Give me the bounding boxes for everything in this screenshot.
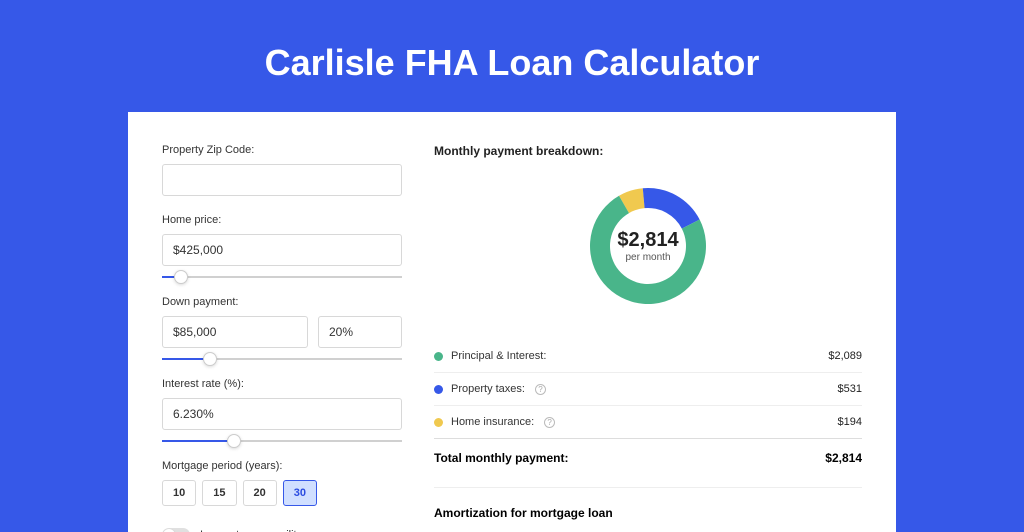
period-button-10[interactable]: 10 <box>162 480 196 506</box>
period-button-20[interactable]: 20 <box>243 480 277 506</box>
breakdown-column: Monthly payment breakdown: $2,814 per mo… <box>434 144 862 532</box>
home-price-label: Home price: <box>162 214 402 226</box>
total-label: Total monthly payment: <box>434 451 568 465</box>
period-button-15[interactable]: 15 <box>202 480 236 506</box>
down-payment-pct-input[interactable] <box>318 316 402 348</box>
legend-dot <box>434 418 443 427</box>
total-value: $2,814 <box>825 451 862 465</box>
legend-row: Home insurance:? $194 <box>434 406 862 439</box>
inputs-column: Property Zip Code: Home price: Down paym… <box>162 144 402 532</box>
legend-row: Principal & Interest: $2,089 <box>434 340 862 373</box>
interest-rate-label: Interest rate (%): <box>162 378 402 390</box>
info-icon[interactable]: ? <box>544 417 555 428</box>
home-price-input[interactable] <box>162 234 402 266</box>
zip-label: Property Zip Code: <box>162 144 402 156</box>
legend-label: Principal & Interest: <box>451 350 546 362</box>
down-payment-label: Down payment: <box>162 296 402 308</box>
amortization-title: Amortization for mortgage loan <box>434 487 862 520</box>
breakdown-title: Monthly payment breakdown: <box>434 144 862 158</box>
zip-input[interactable] <box>162 164 402 196</box>
donut-amount: $2,814 <box>617 229 678 252</box>
legend-value: $531 <box>838 383 862 395</box>
legend-dot <box>434 385 443 394</box>
interest-rate-input[interactable] <box>162 398 402 430</box>
legend-value: $2,089 <box>828 350 862 362</box>
veteran-toggle[interactable] <box>162 528 190 532</box>
legend-label: Property taxes: <box>451 383 525 395</box>
period-button-group: 1015 2030 <box>162 480 402 506</box>
donut-chart-container: $2,814 per month <box>434 176 862 316</box>
period-button-30[interactable]: 30 <box>283 480 317 506</box>
legend-dot <box>434 352 443 361</box>
interest-rate-slider[interactable] <box>162 440 402 442</box>
legend-value: $194 <box>838 416 862 428</box>
mortgage-period-label: Mortgage period (years): <box>162 460 402 472</box>
down-payment-slider[interactable] <box>162 358 402 360</box>
donut-chart: $2,814 per month <box>578 176 718 316</box>
info-icon[interactable]: ? <box>535 384 546 395</box>
calculator-card: Property Zip Code: Home price: Down paym… <box>128 112 896 532</box>
home-price-slider[interactable] <box>162 276 402 278</box>
down-payment-input[interactable] <box>162 316 308 348</box>
legend-row: Property taxes:? $531 <box>434 373 862 406</box>
legend-label: Home insurance: <box>451 416 534 428</box>
donut-sublabel: per month <box>625 252 670 263</box>
page-title: Carlisle FHA Loan Calculator <box>0 0 1024 112</box>
